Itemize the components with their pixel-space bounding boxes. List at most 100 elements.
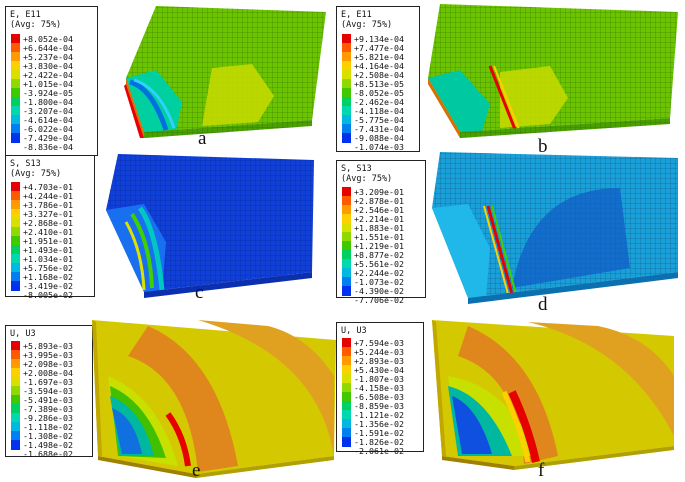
legend-row: +5.893e-03 bbox=[11, 341, 73, 351]
legend-value: -4.118e-04 bbox=[354, 106, 404, 116]
legend-row: -8.859e-03 bbox=[342, 401, 404, 411]
legend-value: +2.214e-01 bbox=[354, 214, 404, 224]
legend-avg: (Avg: 75%) bbox=[341, 20, 393, 30]
legend-row: +1.034e-01 bbox=[11, 254, 73, 264]
legend-color-swatch bbox=[11, 52, 20, 62]
legend-row: -1.826e-02 bbox=[342, 437, 404, 447]
legend-row: +5.821e-04 bbox=[342, 52, 404, 62]
legend-row: -7.706e-02 bbox=[342, 295, 404, 305]
legend-row: +8.052e-04 bbox=[11, 34, 73, 44]
legend-row: -1.800e-04 bbox=[11, 97, 73, 107]
panel-label-b: b bbox=[538, 136, 548, 157]
legend-color-swatch bbox=[342, 88, 351, 98]
legend-value: -1.591e-02 bbox=[354, 428, 404, 438]
legend-row: -3.924e-05 bbox=[11, 88, 73, 98]
legend-row: +4.164e-04 bbox=[342, 61, 404, 71]
legend-color-swatch bbox=[342, 277, 351, 287]
legend-color-swatch bbox=[342, 52, 351, 62]
legend-value: -2.061e-02 bbox=[354, 446, 404, 456]
legend-color-swatch bbox=[11, 236, 20, 246]
legend-row: -6.508e-03 bbox=[342, 392, 404, 402]
legend-row: -1.118e-02 bbox=[11, 422, 73, 432]
legend-color-swatch bbox=[11, 88, 20, 98]
legend-avg: (Avg: 75%) bbox=[10, 169, 62, 179]
fe-model-f bbox=[432, 320, 674, 470]
legend-color-swatch bbox=[342, 410, 351, 420]
legend-value: -3.924e-05 bbox=[23, 88, 73, 98]
legend-title: S, S13 bbox=[10, 159, 41, 169]
legend-color-swatch bbox=[342, 383, 351, 393]
legend-color-swatch bbox=[342, 187, 351, 197]
legend-value: +9.134e-04 bbox=[354, 34, 404, 44]
legend-value: +3.995e-03 bbox=[23, 350, 73, 360]
legend-avg: (Avg: 75%) bbox=[341, 174, 393, 184]
legend-value: +2.410e-01 bbox=[23, 227, 73, 237]
legend-color-swatch bbox=[342, 97, 351, 107]
legend-row: +1.493e-01 bbox=[11, 245, 73, 255]
legend-value: +2.244e-02 bbox=[354, 268, 404, 278]
legend-row: -2.462e-04 bbox=[342, 97, 404, 107]
legend-row: +5.756e-02 bbox=[11, 263, 73, 273]
legend-row: -8.836e-04 bbox=[11, 142, 73, 152]
legend-color-swatch bbox=[342, 286, 351, 296]
legend-value: -3.207e-04 bbox=[23, 106, 73, 116]
legend-row: +3.327e-01 bbox=[11, 209, 73, 219]
fe-model-d bbox=[432, 152, 678, 304]
legend-color-swatch bbox=[11, 368, 20, 378]
fe-model-a bbox=[124, 6, 326, 138]
legend-color-swatch bbox=[342, 295, 351, 305]
legend-title: E, E11 bbox=[341, 10, 372, 20]
legend-row: -7.429e-04 bbox=[11, 133, 73, 143]
legend-value: +1.168e-02 bbox=[23, 272, 73, 282]
legend-avg: (Avg: 75%) bbox=[10, 20, 62, 30]
legend-value: -5.775e-04 bbox=[354, 115, 404, 125]
legend-color-swatch bbox=[342, 401, 351, 411]
legend-row: -5.775e-04 bbox=[342, 115, 404, 125]
fe-model-e bbox=[92, 320, 336, 478]
legend-row: -3.207e-04 bbox=[11, 106, 73, 116]
legend-color-swatch bbox=[342, 419, 351, 429]
legend-color-swatch bbox=[342, 70, 351, 80]
legend-value: +2.008e-04 bbox=[23, 368, 73, 378]
legend-value: -6.508e-03 bbox=[354, 392, 404, 402]
legend-color-swatch bbox=[11, 377, 20, 387]
legend-row: +2.244e-02 bbox=[342, 268, 404, 278]
legend-row: +1.015e-04 bbox=[11, 79, 73, 89]
legend-value: -1.118e-02 bbox=[23, 422, 73, 432]
legend-row: +3.995e-03 bbox=[11, 350, 73, 360]
legend-value: +7.594e-03 bbox=[354, 338, 404, 348]
legend-color-swatch bbox=[342, 34, 351, 44]
legend-color-swatch bbox=[11, 209, 20, 219]
legend-value: -1.074e-03 bbox=[354, 142, 404, 152]
legend-value: +5.821e-04 bbox=[354, 52, 404, 62]
legend-value: +3.830e-04 bbox=[23, 61, 73, 71]
legend-b: E, E11 (Avg: 75%) +9.134e-04 +7.477e-04 +5… bbox=[336, 6, 420, 152]
legend-value: +8.513e-05 bbox=[354, 79, 404, 89]
legend-value: -1.800e-04 bbox=[23, 97, 73, 107]
legend-color-swatch bbox=[342, 392, 351, 402]
legend-value: -6.022e-04 bbox=[23, 124, 73, 134]
legend-row: -1.308e-02 bbox=[11, 431, 73, 441]
legend-color-swatch bbox=[342, 79, 351, 89]
legend-row: -1.807e-03 bbox=[342, 374, 404, 384]
legend-row: -8.005e-02 bbox=[11, 290, 73, 300]
legend-title: S, S13 bbox=[341, 164, 372, 174]
legend-row: +3.830e-04 bbox=[11, 61, 73, 71]
legend-row: +7.477e-04 bbox=[342, 43, 404, 53]
legend-value: +2.508e-04 bbox=[354, 70, 404, 80]
legend-color-swatch bbox=[342, 196, 351, 206]
legend-row: -4.118e-04 bbox=[342, 106, 404, 116]
legend-value: -1.688e-02 bbox=[23, 449, 73, 459]
legend-color-swatch bbox=[11, 142, 20, 152]
legend-row: +3.209e-01 bbox=[342, 187, 404, 197]
legend-color-swatch bbox=[11, 290, 20, 300]
legend-color-swatch bbox=[342, 338, 351, 348]
legend-value: -1.807e-03 bbox=[354, 374, 404, 384]
legend-color-swatch bbox=[11, 106, 20, 116]
legend-color-swatch bbox=[11, 272, 20, 282]
panel-label-e: e bbox=[192, 460, 201, 481]
legend-color-swatch bbox=[11, 404, 20, 414]
legend-row: -9.088e-04 bbox=[342, 133, 404, 143]
legend-row: -1.498e-02 bbox=[11, 440, 73, 450]
legend-row: -2.061e-02 bbox=[342, 446, 404, 456]
